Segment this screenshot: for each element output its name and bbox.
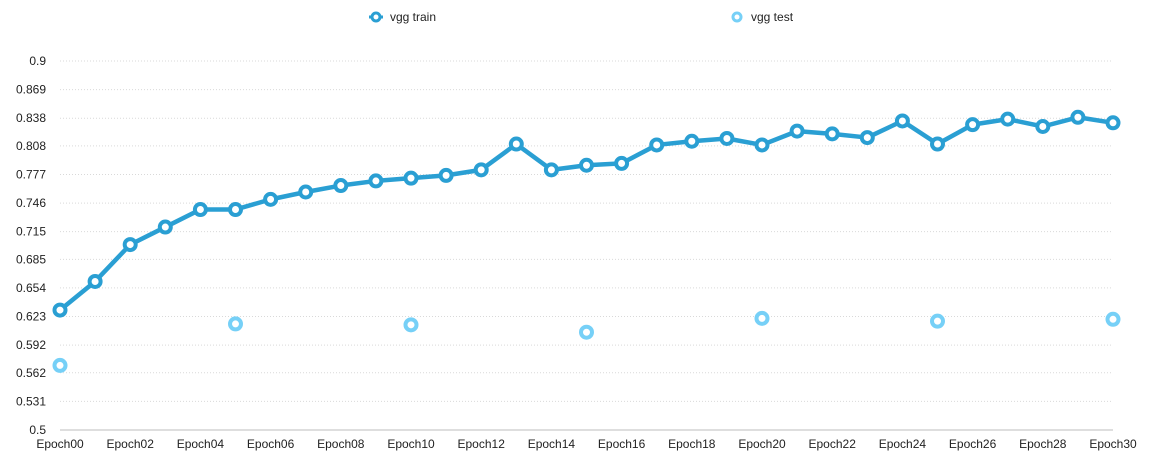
data-point	[263, 191, 279, 207]
data-point	[543, 162, 559, 178]
x-tick-label: Epoch06	[247, 437, 295, 451]
series-layer	[52, 109, 1121, 373]
y-tick-label: 0.715	[16, 225, 46, 239]
y-tick-label: 0.777	[16, 167, 46, 181]
x-tick-label: Epoch16	[598, 437, 646, 451]
data-point	[192, 202, 208, 218]
data-point	[965, 117, 981, 133]
data-point	[614, 155, 630, 171]
y-axis-ticks: 0.5 0.531 0.562 0.592 0.623 0.654 0.685 0.715 0.…	[16, 54, 46, 437]
x-tick-label: Epoch22	[809, 437, 857, 451]
data-point	[508, 136, 524, 152]
data-point	[930, 313, 945, 329]
legend-label: vgg train	[390, 10, 436, 24]
series-vgg-test	[52, 310, 1121, 373]
data-point	[403, 317, 419, 333]
legend: vgg train vgg test	[369, 10, 794, 24]
x-tick-label: Epoch10	[387, 437, 435, 451]
y-tick-label: 0.838	[16, 111, 46, 125]
data-point	[754, 310, 770, 326]
y-gridlines	[60, 60, 1113, 431]
data-point	[333, 178, 349, 194]
data-point	[789, 123, 805, 139]
x-tick-label: Epoch20	[738, 437, 786, 451]
x-tick-label: Epoch12	[458, 437, 506, 451]
x-tick-label: Epoch26	[949, 437, 997, 451]
y-tick-label: 0.562	[16, 366, 46, 380]
x-tick-label: Epoch00	[36, 437, 84, 451]
data-point	[1105, 311, 1121, 327]
data-point	[228, 202, 243, 218]
y-tick-label: 0.654	[16, 281, 46, 295]
legend-label: vgg test	[751, 10, 794, 24]
data-point	[859, 130, 875, 146]
data-point	[930, 136, 945, 152]
data-point	[1000, 111, 1016, 127]
series-vgg-train	[52, 109, 1121, 318]
y-tick-label: 0.592	[16, 338, 46, 352]
data-point	[52, 357, 68, 373]
x-tick-label: Epoch18	[668, 437, 716, 451]
y-tick-label: 0.623	[16, 310, 46, 324]
data-point	[298, 184, 314, 200]
y-tick-label: 0.531	[16, 394, 46, 408]
data-point	[1105, 115, 1121, 131]
data-point	[122, 237, 138, 253]
y-tick-label: 0.685	[16, 252, 46, 266]
x-tick-label: Epoch14	[528, 437, 576, 451]
data-point	[52, 302, 68, 318]
data-point	[579, 157, 594, 173]
data-point	[1035, 118, 1051, 134]
data-point	[438, 167, 454, 183]
x-tick-label: Epoch02	[107, 437, 155, 451]
data-point	[719, 130, 735, 146]
series-line	[57, 115, 1116, 313]
data-point	[824, 126, 840, 142]
legend-swatch-marker	[731, 11, 743, 23]
data-point	[87, 273, 103, 289]
x-tick-label: Epoch04	[177, 437, 225, 451]
legend-swatch-marker	[370, 11, 382, 23]
y-tick-label: 0.808	[16, 139, 46, 153]
legend-item: vgg train	[369, 10, 436, 24]
data-point	[894, 113, 910, 129]
data-point	[368, 173, 384, 189]
data-point	[157, 219, 173, 235]
data-point	[684, 133, 700, 149]
y-tick-label: 0.869	[16, 83, 46, 97]
x-axis-ticks: Epoch00 Epoch02 Epoch04 Epoch06 Epoch08 Epoch…	[36, 437, 1137, 451]
data-point	[403, 170, 419, 186]
y-tick-label: 0.746	[16, 196, 46, 210]
data-point	[649, 137, 665, 153]
data-point	[579, 324, 594, 340]
x-tick-label: Epoch08	[317, 437, 365, 451]
x-tick-label: Epoch28	[1019, 437, 1067, 451]
data-point	[473, 162, 489, 178]
y-tick-label: 0.9	[29, 54, 46, 68]
x-tick-label: Epoch24	[879, 437, 927, 451]
data-point	[1070, 109, 1086, 125]
data-point	[228, 316, 243, 332]
x-tick-label: Epoch30	[1089, 437, 1137, 451]
legend-item: vgg test	[731, 10, 794, 24]
data-point	[754, 137, 770, 153]
y-tick-label: 0.5	[29, 423, 46, 437]
